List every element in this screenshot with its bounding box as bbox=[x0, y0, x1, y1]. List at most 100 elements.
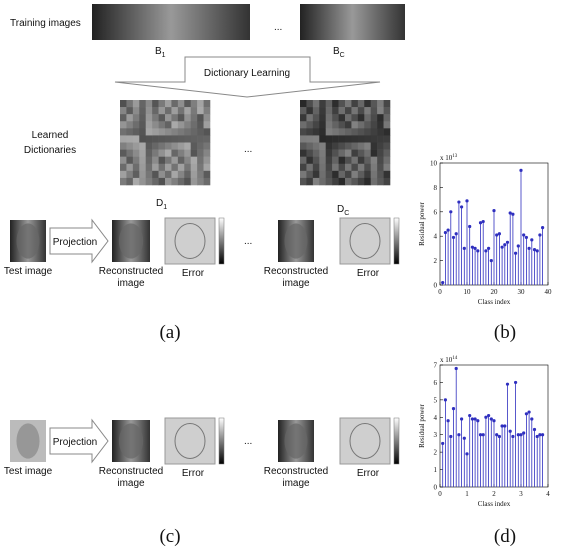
dict-cell bbox=[139, 100, 147, 108]
stem bbox=[484, 249, 488, 285]
y-tick-label: 3 bbox=[434, 431, 438, 439]
dict-cell bbox=[300, 114, 307, 122]
dict-cell bbox=[383, 121, 391, 129]
stem-marker bbox=[489, 259, 493, 263]
dict-cell bbox=[383, 107, 391, 115]
dict-cell bbox=[351, 142, 359, 150]
dict-cell bbox=[370, 128, 378, 136]
dict-cell bbox=[338, 142, 346, 150]
stem bbox=[527, 246, 531, 285]
dict-cell bbox=[325, 170, 333, 179]
dict-cell bbox=[364, 100, 372, 108]
dict-cell bbox=[377, 128, 384, 136]
stem bbox=[503, 243, 507, 285]
panel-label: (c) bbox=[159, 526, 180, 547]
dict-cell bbox=[312, 142, 320, 150]
dict-cell bbox=[370, 142, 378, 150]
dict-cell bbox=[351, 107, 359, 115]
dict-cell bbox=[319, 142, 327, 150]
dict-cell bbox=[145, 177, 153, 186]
sub: 1 bbox=[162, 52, 166, 59]
x-tick-label: 10 bbox=[464, 288, 472, 296]
stem bbox=[522, 233, 526, 285]
dict-cell bbox=[203, 121, 211, 129]
stem-marker bbox=[460, 205, 464, 209]
sub: C bbox=[340, 52, 345, 59]
dict-cell bbox=[197, 156, 204, 165]
dict-cell bbox=[338, 177, 346, 186]
ellipsis: ... bbox=[244, 436, 252, 447]
stem-marker bbox=[468, 224, 472, 229]
dict-cell bbox=[171, 177, 179, 186]
dict-cell bbox=[338, 135, 346, 143]
dict-cell bbox=[357, 121, 365, 129]
x-tick-label: 20 bbox=[491, 288, 499, 296]
dict-cell bbox=[370, 149, 378, 157]
dict-cell bbox=[300, 156, 307, 165]
multiplier: x 1013 bbox=[440, 154, 458, 162]
panel-label: (a) bbox=[159, 322, 180, 343]
stem bbox=[465, 199, 469, 285]
face-shape bbox=[284, 223, 308, 259]
dict-cell bbox=[120, 121, 127, 129]
stem bbox=[495, 433, 499, 487]
dict-cell bbox=[203, 100, 211, 108]
dict-cell bbox=[332, 114, 339, 122]
dict-cell bbox=[139, 149, 147, 157]
sub: C bbox=[344, 210, 349, 217]
face-shape bbox=[16, 423, 40, 459]
stem bbox=[462, 436, 466, 487]
dict-cell bbox=[126, 170, 134, 179]
dict-cell bbox=[345, 156, 352, 165]
stem bbox=[468, 224, 472, 285]
y-tick-label: 8 bbox=[434, 184, 438, 192]
dict-cell bbox=[139, 128, 147, 136]
stem bbox=[478, 433, 483, 487]
dict-cell bbox=[165, 128, 172, 136]
projection-arrow bbox=[49, 418, 109, 464]
dict-cell bbox=[177, 163, 185, 172]
stem bbox=[489, 259, 493, 285]
dict-cell bbox=[357, 114, 365, 122]
x-tick-label: 30 bbox=[518, 288, 526, 296]
dict-cell bbox=[190, 156, 198, 165]
dict-cell bbox=[158, 121, 166, 129]
main: D bbox=[156, 198, 163, 209]
projection-label: Projection bbox=[53, 437, 97, 448]
dict-cell bbox=[377, 121, 384, 129]
stem-marker bbox=[500, 245, 504, 249]
stem bbox=[484, 415, 488, 487]
stem-marker bbox=[449, 210, 453, 214]
stem bbox=[449, 434, 453, 487]
stem bbox=[505, 240, 510, 285]
recon-label: Reconstructed bbox=[99, 466, 163, 477]
stem-marker bbox=[451, 406, 456, 411]
error-label: Error bbox=[182, 268, 205, 279]
d1-label: D1 bbox=[156, 198, 167, 211]
stem-marker bbox=[478, 433, 483, 437]
dict-cell bbox=[120, 156, 127, 165]
dict-cell bbox=[351, 100, 359, 108]
stem-marker bbox=[454, 232, 458, 236]
stem bbox=[538, 233, 542, 285]
stem-marker bbox=[478, 221, 483, 225]
dict-cell bbox=[383, 177, 391, 186]
dict-cell bbox=[300, 128, 307, 136]
stem bbox=[451, 406, 456, 487]
dict-cell bbox=[184, 156, 192, 165]
stem bbox=[446, 419, 450, 487]
training-label: Training images bbox=[10, 18, 81, 29]
dict-cell bbox=[300, 170, 307, 179]
dict-cell bbox=[126, 128, 134, 136]
stem bbox=[541, 226, 545, 285]
dict-cell bbox=[338, 128, 346, 136]
stem-marker bbox=[532, 427, 537, 432]
dict-cell bbox=[165, 170, 172, 179]
dict-cell bbox=[370, 107, 378, 115]
main: B bbox=[333, 46, 340, 57]
dict-cell bbox=[190, 100, 198, 108]
recon-label: image bbox=[117, 278, 145, 289]
dict-cell bbox=[165, 156, 172, 165]
stem bbox=[508, 211, 512, 285]
dict-cell bbox=[197, 121, 204, 129]
